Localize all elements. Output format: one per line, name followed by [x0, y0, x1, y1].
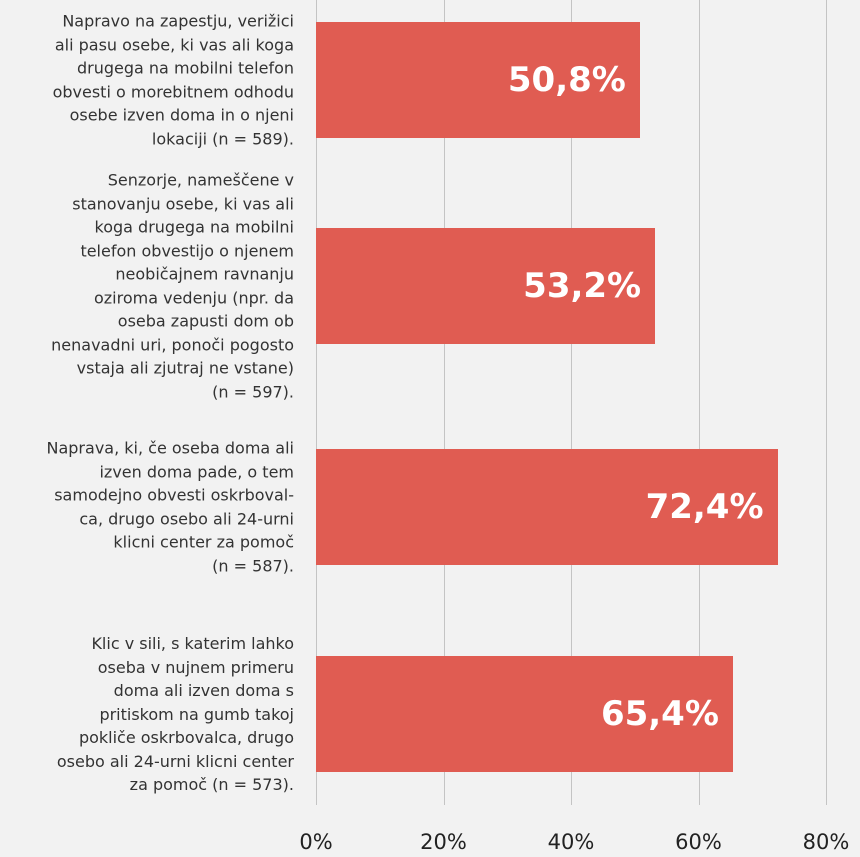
grid-line	[443, 0, 445, 805]
x-tick-label: 20%	[420, 830, 467, 854]
bar	[316, 22, 640, 138]
category-label: Senzorje, nameščene v stanovanju osebe, …	[51, 170, 294, 402]
category-label: Napravo na zapestju, verižici ali pasu o…	[52, 11, 294, 149]
value-label: 65,4%	[600, 694, 719, 734]
category-label: Klic v sili, s katerim lahko oseba v nuj…	[56, 633, 294, 794]
bar	[316, 228, 656, 344]
grid-line	[571, 0, 572, 805]
x-tick-label: 40%	[547, 830, 595, 854]
grid-line	[316, 0, 317, 805]
category-label: Naprava, ki, če oseba doma ali izven dom…	[46, 438, 295, 576]
x-tick-label: 0%	[299, 830, 333, 854]
value-label: 50,8%	[507, 60, 626, 100]
grid-line	[698, 0, 700, 805]
value-label: 72,4%	[645, 487, 764, 527]
grid-line	[826, 0, 827, 805]
bar	[316, 656, 733, 772]
value-label: 53,2%	[523, 266, 642, 306]
x-tick-label: 80%	[802, 830, 850, 854]
bar	[316, 449, 778, 565]
x-tick-label: 60%	[675, 830, 722, 854]
